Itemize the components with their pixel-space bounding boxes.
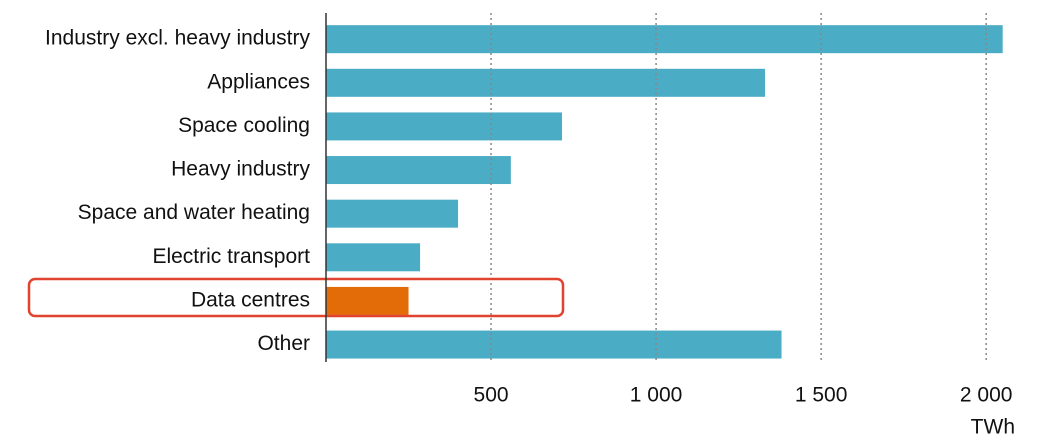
bar bbox=[326, 112, 563, 141]
bar bbox=[326, 156, 511, 185]
x-tick-label: 1 500 bbox=[795, 384, 848, 407]
bar bbox=[326, 68, 766, 97]
y-tick-label: Other bbox=[257, 332, 310, 355]
y-tick-label: Industry excl. heavy industry bbox=[45, 27, 310, 50]
y-tick-label: Space and water heating bbox=[78, 201, 310, 224]
y-tick-label: Heavy industry bbox=[171, 158, 310, 181]
x-tick-label: 1 000 bbox=[630, 384, 683, 407]
y-tick-label: Data centres bbox=[191, 288, 310, 311]
bar bbox=[326, 199, 459, 228]
bar bbox=[326, 330, 782, 359]
bar bbox=[326, 286, 409, 315]
x-tick-label: 500 bbox=[474, 384, 509, 407]
highlight-box bbox=[27, 277, 565, 318]
x-tick-label: 2 000 bbox=[960, 384, 1013, 407]
bar bbox=[326, 25, 1003, 54]
bar bbox=[326, 243, 421, 272]
y-tick-label: Electric transport bbox=[152, 245, 310, 268]
y-tick-label: Space cooling bbox=[178, 114, 310, 137]
x-unit: TWh bbox=[971, 416, 1015, 439]
y-tick-label: Appliances bbox=[207, 70, 310, 93]
